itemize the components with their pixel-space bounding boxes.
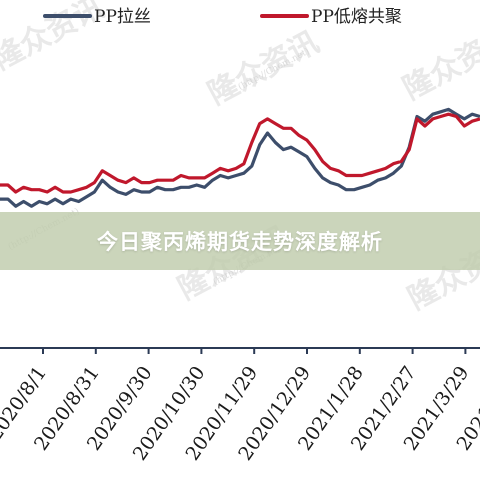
- legend-label-pp-drawn: PP拉丝: [94, 7, 151, 27]
- series-line-pp-drawn: [0, 107, 480, 208]
- series-line-pp-copolymer: [0, 112, 480, 194]
- title-banner: 今日聚丙烯期货走势深度解析: [0, 212, 480, 270]
- banner-title: 今日聚丙烯期货走势深度解析: [97, 230, 383, 254]
- legend: PP拉丝 PP低熔共聚: [43, 7, 402, 27]
- watermark-brand: 隆众资讯: [202, 25, 324, 112]
- watermark-brand: 隆众资讯: [397, 20, 480, 107]
- x-axis: 2020/8/12020/8/312020/9/302020/10/302020…: [0, 347, 480, 465]
- series-layer: [0, 107, 480, 208]
- legend-label-pp-copolymer: PP低熔共聚: [311, 7, 402, 27]
